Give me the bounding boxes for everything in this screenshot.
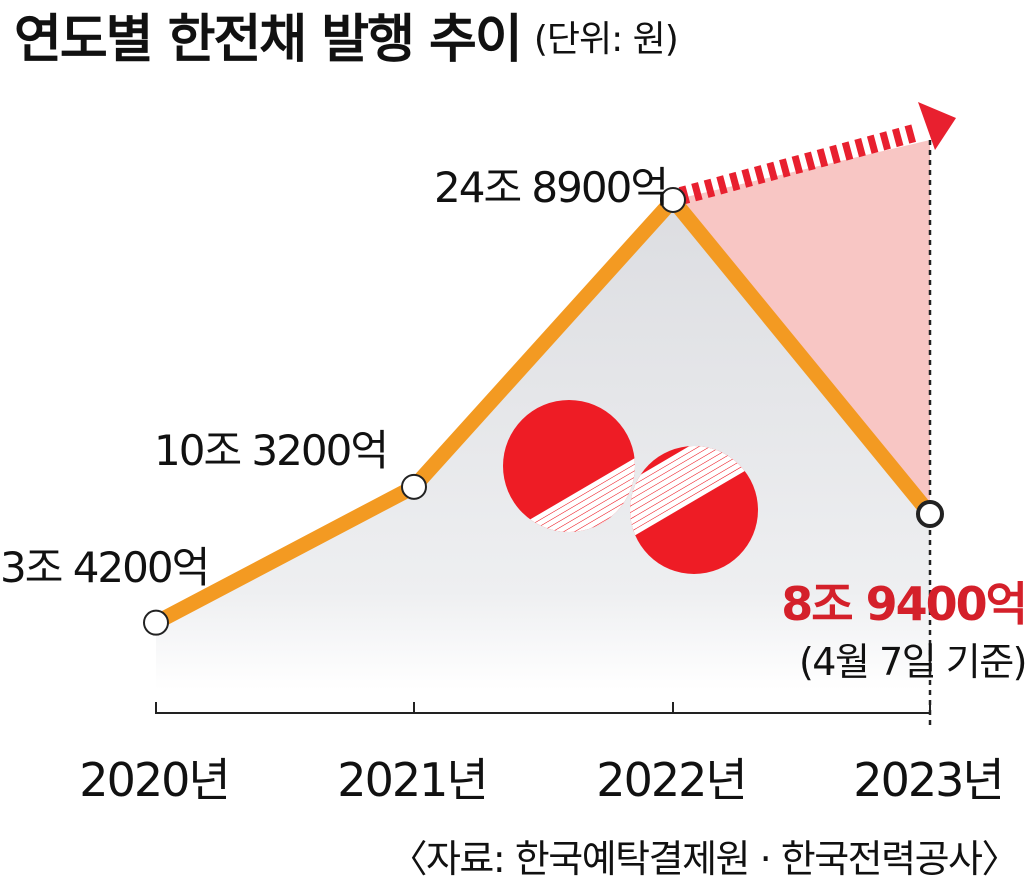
projection-wedge	[673, 140, 930, 514]
projection-arrow-shaft	[678, 123, 921, 205]
highlight-note: (4월 7일 기준)	[799, 640, 1026, 684]
series-line	[152, 192, 936, 630]
projection-arrow-head	[918, 102, 956, 150]
data-label: 24조 8900억	[434, 163, 667, 212]
data-label: 3조 4200억	[0, 543, 208, 592]
x-tick-label: 2022년	[596, 753, 745, 807]
x-tick-label: 2023년	[853, 753, 1002, 807]
chart-title: 연도별 한전채 발행 추이	[14, 10, 523, 70]
x-tick-label: 2020년	[79, 753, 228, 807]
data-point-2023	[916, 499, 944, 528]
data-point-2021	[401, 473, 427, 500]
x-tick-label: 2021년	[337, 753, 486, 807]
data-label: 8조 9400억	[781, 577, 1026, 631]
source-note: 〈자료: 한국예탁결제원 · 한국전력공사〉	[389, 837, 1019, 881]
title-row: 연도별 한전채 발행 추이 (단위: 원)	[14, 0, 679, 80]
unit-note: (단위: 원)	[533, 19, 679, 60]
data-point-2020	[143, 609, 169, 636]
kepco-logo	[503, 400, 758, 574]
data-point-2022	[660, 186, 686, 213]
data-label: 10조 3200억	[154, 426, 387, 475]
